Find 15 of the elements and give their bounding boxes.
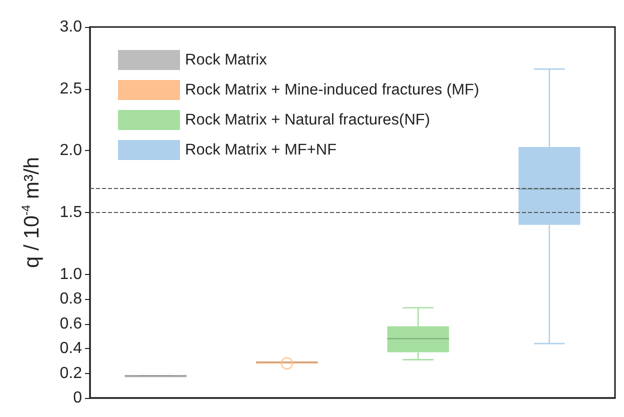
legend-label: Rock Matrix xyxy=(185,52,268,68)
legend-label: Rock Matrix + MF+NF xyxy=(185,142,337,158)
y-tick-label: 0.6 xyxy=(60,315,82,332)
y-tick-label: 1.0 xyxy=(60,266,82,283)
y-tick-label: 3.0 xyxy=(60,18,82,36)
legend-label: Rock Matrix + Mine-induced fractures (MF) xyxy=(185,82,480,98)
y-tick-label: 0.2 xyxy=(60,364,82,382)
y-tick-label: 0 xyxy=(73,390,82,406)
y-tick-label: 2.5 xyxy=(60,80,82,98)
y-axis-title: q / 10-4 m³/h xyxy=(19,156,44,268)
y-tick-label: 0.4 xyxy=(60,340,82,358)
y-tick-label: 2.0 xyxy=(60,142,82,160)
y-tick-label: 0.8 xyxy=(60,290,82,308)
legend-label: Rock Matrix + Natural fractures(NF) xyxy=(185,112,430,128)
y-tick-label: 1.5 xyxy=(60,204,82,221)
